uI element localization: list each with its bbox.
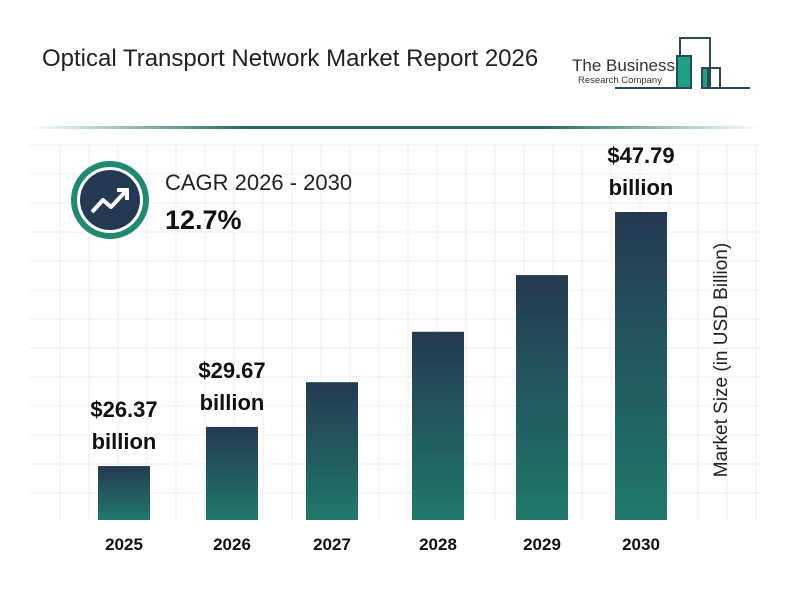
bar-2026 bbox=[206, 426, 258, 520]
data-label: $47.79 billion bbox=[571, 140, 711, 204]
cagr-badge-icon bbox=[71, 161, 149, 239]
data-label-line2: billion bbox=[608, 174, 674, 200]
x-tick-label: 2029 bbox=[523, 535, 561, 554]
logo-text: The Business bbox=[572, 56, 675, 75]
y-axis-label: Market Size (in USD Billion) bbox=[711, 242, 732, 478]
bar-2029 bbox=[516, 275, 568, 520]
data-label-line2: billion bbox=[91, 429, 157, 455]
data-label-line1: $26.37 bbox=[90, 397, 158, 423]
cagr-label: CAGR 2026 - 2030 bbox=[165, 170, 353, 195]
x-tick-label: 2028 bbox=[419, 535, 457, 554]
bar-2025 bbox=[98, 466, 150, 520]
logo-subtext: Research Company bbox=[578, 75, 662, 86]
x-tick-label: 2030 bbox=[622, 535, 660, 554]
bar-2028 bbox=[412, 331, 464, 520]
x-tick-label: 2027 bbox=[313, 535, 351, 554]
page-title: Optical Transport Network Market Report … bbox=[42, 45, 539, 72]
data-label-line1: $47.79 bbox=[607, 142, 675, 168]
company-logo: The Business Research Company bbox=[570, 34, 755, 94]
data-label: $29.67 billion bbox=[162, 355, 302, 419]
bar-2030 bbox=[615, 211, 667, 521]
divider bbox=[30, 126, 760, 129]
logo-buildings-icon bbox=[615, 37, 750, 89]
cagr-value: 12.7% bbox=[165, 205, 242, 235]
data-label-line1: $29.67 bbox=[198, 357, 266, 383]
x-tick-label: 2026 bbox=[213, 535, 251, 554]
data-label-line2: billion bbox=[199, 389, 265, 415]
data-label: $26.37 billion bbox=[54, 394, 194, 458]
bar-2027 bbox=[306, 382, 358, 520]
x-tick-label: 2025 bbox=[105, 535, 143, 554]
